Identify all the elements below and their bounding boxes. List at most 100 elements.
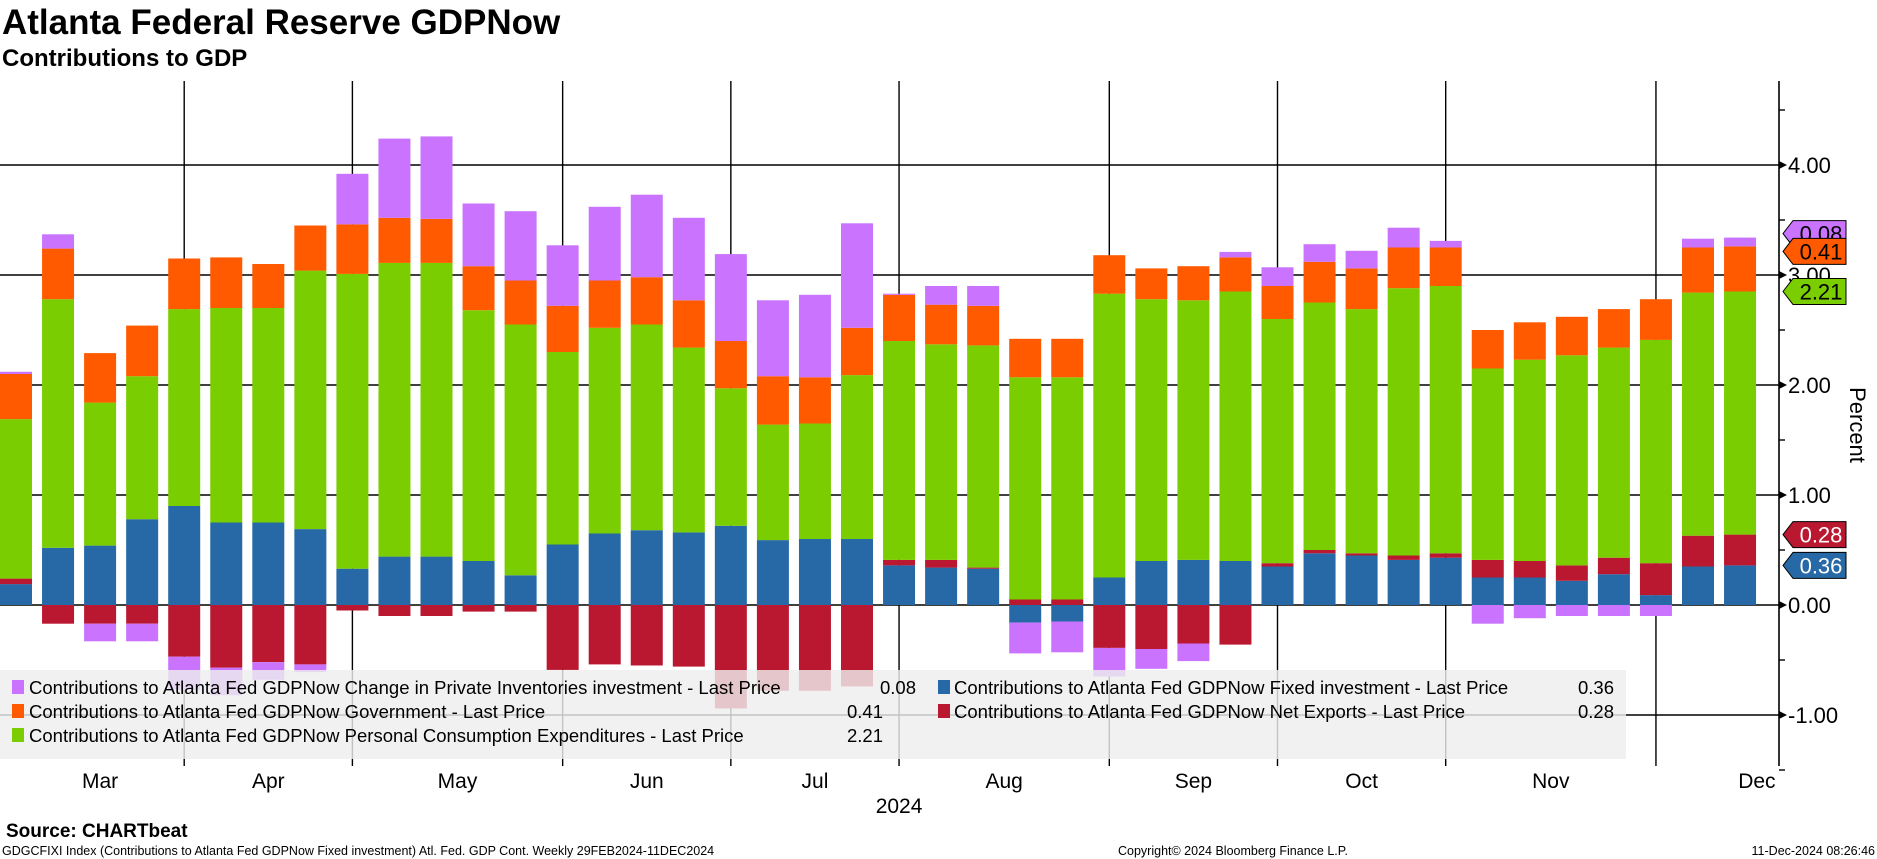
bar-segment-pce <box>210 308 243 523</box>
bar-segment-pce <box>504 324 537 576</box>
major-tick <box>1779 601 1787 609</box>
bar-segment-government <box>1597 309 1630 348</box>
bar-segment-pce <box>883 341 916 560</box>
major-tick <box>1779 491 1787 499</box>
bar-segment-inventories <box>378 138 411 218</box>
last-price-tag-value-pce: 2.21 <box>1800 280 1843 305</box>
bar-segment-fixed <box>1219 561 1252 605</box>
bar-segment-netexports <box>504 605 537 612</box>
legend-value-pce: 2.21 <box>847 725 883 746</box>
bar-segment-fixed <box>84 545 117 605</box>
y-tick-label: 2.00 <box>1788 373 1831 398</box>
legend-swatch-government <box>12 704 24 718</box>
bar-segment-netexports <box>252 605 285 663</box>
last-price-tag-fixed <box>1782 551 1847 579</box>
bar-segment-pce <box>336 273 369 569</box>
bar-segment-pce <box>462 310 495 561</box>
bar-segment-inventories <box>504 211 537 281</box>
bar-segment-government <box>1724 246 1757 292</box>
bar-segment-netexports <box>336 605 369 611</box>
legend-value-government: 0.41 <box>847 701 883 722</box>
bar-segment-fixed <box>168 506 201 605</box>
y-axis-title: Percent <box>1845 387 1870 463</box>
y-tick-label: 4.00 <box>1788 153 1831 178</box>
bar-segment-inventories <box>294 664 327 673</box>
bar-segment-inventories <box>714 254 747 341</box>
bar-segment-pce <box>714 388 747 526</box>
bar-segment-netexports <box>588 605 621 665</box>
bar-segment-fixed <box>588 533 621 605</box>
bar-segment-inventories <box>1135 649 1168 669</box>
bar-segment-inventories <box>1387 227 1420 248</box>
bar-segment-fixed <box>1724 565 1757 605</box>
bar-segment-pce <box>168 309 201 506</box>
bar-segment-fixed <box>378 556 411 605</box>
x-tick-label-month: Jun <box>630 770 664 793</box>
bar-segment-pce <box>1219 291 1252 561</box>
bar-segment-pce <box>1513 359 1546 561</box>
legend-label-inventories: Contributions to Atlanta Fed GDPNow Chan… <box>29 677 781 698</box>
bar-segment-government <box>841 327 873 376</box>
bar-segment-government <box>84 353 117 403</box>
bar-segment-inventories <box>1682 238 1714 248</box>
legend-label-pce: Contributions to Atlanta Fed GDPNow Pers… <box>29 725 744 746</box>
bar-segment-pce <box>672 347 705 533</box>
bar-segment-inventories <box>462 203 495 267</box>
bar-segment-government <box>1639 299 1672 340</box>
bar-segment-inventories <box>1724 237 1757 247</box>
bar-segment-netexports <box>925 559 958 568</box>
chart-title: Atlanta Federal Reserve GDPNow <box>2 3 561 42</box>
bar-segment-government <box>1093 255 1126 294</box>
bar-segment-pce <box>1471 368 1504 560</box>
bar-segment-pce <box>1639 339 1672 564</box>
bar-segment-government <box>42 248 75 300</box>
bar-segment-pce <box>1051 377 1084 600</box>
bar-segment-government <box>378 217 411 263</box>
bar-segment-government <box>1303 261 1336 303</box>
bar-segment-government <box>0 374 32 420</box>
bar-segment-inventories <box>967 286 1000 306</box>
bar-segment-pce <box>378 262 411 557</box>
bar-segment-pce <box>1387 288 1420 556</box>
x-tick-label-month: Oct <box>1345 770 1378 793</box>
bar-segment-government <box>1051 338 1084 378</box>
bar-segment-netexports <box>1261 563 1294 567</box>
bar-segment-pce <box>1177 300 1210 560</box>
bar-segment-netexports <box>1135 605 1168 649</box>
chart-subtitle: Contributions to GDP <box>2 45 247 72</box>
y-tick-label: 0.00 <box>1788 593 1831 618</box>
bar-segment-government <box>294 225 327 271</box>
bar-segment-pce <box>756 424 789 541</box>
bar-segment-government <box>714 341 747 389</box>
legend-value-fixed: 0.36 <box>1578 677 1614 698</box>
bar-segment-netexports <box>462 605 495 612</box>
bar-segment-fixed <box>1555 580 1588 605</box>
bar-segment-netexports <box>1009 599 1042 605</box>
bar-segment-netexports <box>1471 559 1504 578</box>
bar-segment-inventories <box>420 136 453 219</box>
bar-segment-pce <box>420 262 453 557</box>
bar-segment-government <box>756 376 789 425</box>
bar-segment-government <box>1429 247 1462 286</box>
bar-segment-pce <box>841 375 873 539</box>
bar-segment-pce <box>84 402 117 546</box>
bar-segment-government <box>336 224 369 274</box>
bar-segment-netexports <box>1387 555 1420 560</box>
bar-segment-netexports <box>1555 565 1588 581</box>
bar-segment-pce <box>42 299 75 548</box>
bar-segment-netexports <box>84 605 117 624</box>
x-tick-label-month: Jul <box>802 770 829 793</box>
bar-segment-government <box>1219 257 1252 292</box>
bar-segment-inventories <box>84 623 117 642</box>
bar-segment-inventories <box>925 286 958 305</box>
bar-segment-government <box>1513 322 1546 360</box>
legend-label-fixed: Contributions to Atlanta Fed GDPNow Fixe… <box>954 677 1508 698</box>
bar-segment-pce <box>1429 286 1462 554</box>
bar-segment-fixed <box>210 522 243 605</box>
bar-segment-inventories <box>126 623 159 642</box>
bar-segment-inventories <box>1597 605 1630 616</box>
bar-segment-fixed <box>504 575 537 605</box>
bar-segment-government <box>504 280 537 325</box>
bar-segment-fixed <box>756 540 789 605</box>
bar-segment-fixed <box>336 568 369 605</box>
